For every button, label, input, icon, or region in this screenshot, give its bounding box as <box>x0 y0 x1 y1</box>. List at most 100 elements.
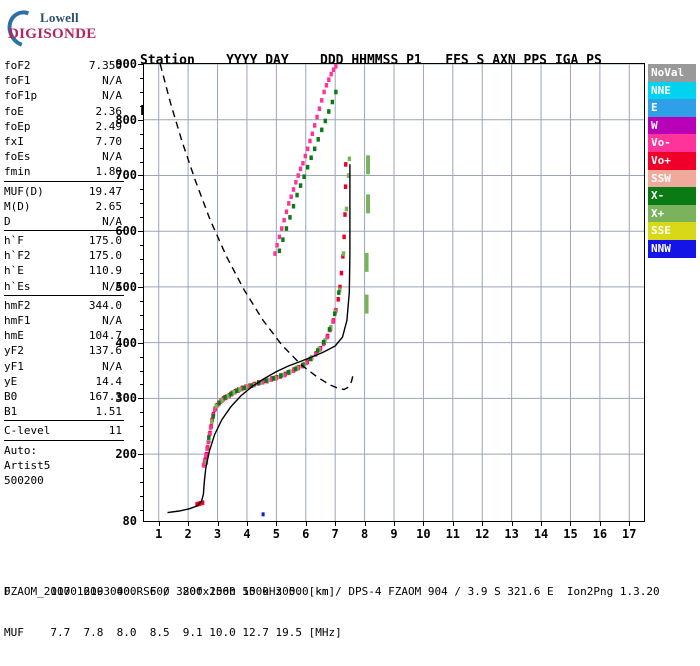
param-value: N/A <box>102 359 122 373</box>
echo-point <box>271 376 276 381</box>
x-axis-tick-16 <box>599 521 601 526</box>
x-axis-tick-label-8: 8 <box>360 527 369 541</box>
y-axis-tick-label-200: 200 <box>115 447 137 462</box>
echo-point <box>207 431 212 437</box>
param-key: B0 <box>4 389 18 403</box>
echo-point <box>337 287 342 293</box>
y-axis-tick-800 <box>138 119 144 121</box>
y-axis-tick-label-300: 300 <box>115 391 137 406</box>
echo-point <box>347 156 352 162</box>
param-key: D <box>4 214 11 228</box>
auto-scaling-line-0: Auto: <box>4 443 38 457</box>
y-axis-tick-600 <box>138 231 144 233</box>
echo-point <box>341 254 345 259</box>
echo-point <box>284 226 289 231</box>
param-key: fmin <box>4 165 31 179</box>
param-group-divider <box>4 420 124 422</box>
param-row-b0: B0 167.3 <box>4 389 124 404</box>
muf-distance-table: D 100 200 400 600 800 1000 1500 3000 [km… <box>4 558 342 666</box>
y-axis-tick-label-80: 80 <box>122 514 137 528</box>
y-axis-minor-tick <box>140 356 144 358</box>
legend-item-vo[interactable]: Vo- <box>648 134 696 152</box>
echo-point <box>312 146 317 152</box>
y-axis-minor-tick <box>140 328 144 330</box>
param-value: 104.7 <box>88 329 122 343</box>
echo-point <box>338 284 342 290</box>
echo-point <box>295 192 299 198</box>
marker-green-segment-1 <box>366 155 371 175</box>
param-value: 11 <box>108 424 122 438</box>
param-key: h`E <box>4 264 24 278</box>
echo-point <box>291 187 296 192</box>
param-key: foE <box>4 104 24 118</box>
param-value: 110.9 <box>88 264 122 278</box>
legend-item-noval[interactable]: NoVal <box>648 64 696 82</box>
x-axis-tick-label-4: 4 <box>243 527 251 541</box>
legend-item-nne[interactable]: NNE <box>648 81 696 100</box>
echo-point <box>337 290 341 295</box>
x-axis-tick-12 <box>482 521 484 526</box>
param-group-divider <box>4 439 124 441</box>
x-axis-tick-label-15: 15 <box>563 527 578 541</box>
param-key: foEp <box>4 119 31 133</box>
y-axis-tick-label-800: 800 <box>115 112 137 127</box>
param-key: yE <box>4 374 18 388</box>
echo-point <box>206 439 210 445</box>
echo-point <box>343 184 348 190</box>
legend-item-ssw[interactable]: SSW <box>648 169 696 188</box>
param-key: yF1 <box>4 359 24 373</box>
param-row-hes: h`Es N/A <box>4 279 124 294</box>
y-axis-minor-tick <box>140 147 144 149</box>
param-value: 7.356 <box>88 59 122 72</box>
param-key: foEs <box>4 150 31 164</box>
y-axis-tick-label-600: 600 <box>115 224 137 239</box>
param-key: B1 <box>4 405 18 419</box>
param-value: N/A <box>102 279 122 293</box>
x-axis-tick-8 <box>364 521 366 526</box>
param-row-b1: B1 1.51 <box>4 404 124 419</box>
y-axis-tick-300 <box>138 398 144 400</box>
param-group-divider <box>4 230 124 232</box>
param-key: h`F <box>4 234 24 248</box>
legend-item-vo[interactable]: Vo+ <box>648 151 696 170</box>
param-value: N/A <box>102 150 122 164</box>
x-axis-tick-7 <box>335 521 337 526</box>
param-key: hmF1 <box>4 314 31 327</box>
x-axis-tick-label-11: 11 <box>445 527 461 541</box>
echo-point <box>286 369 290 375</box>
curve-MUF-curve <box>159 64 355 391</box>
echo-point <box>339 270 344 276</box>
x-axis-tick-6 <box>305 521 307 526</box>
param-row-foe: foE 2.36 <box>4 104 124 119</box>
muf-values-row: MUF 7.7 7.8 8.0 8.5 9.1 10.0 12.7 19.5 [… <box>4 625 342 639</box>
echo-point <box>305 360 309 366</box>
auto-scaling-line-2: 500200 <box>4 473 44 487</box>
echo-point <box>325 334 329 340</box>
y-axis-minor-tick <box>140 161 144 163</box>
echo-point <box>232 390 236 395</box>
y-axis-tick-900 <box>138 64 144 65</box>
legend-item-x[interactable]: X- <box>648 187 696 205</box>
x-axis-tick-1 <box>158 521 160 526</box>
param-key: h`Es <box>4 279 31 293</box>
echo-point <box>212 407 217 412</box>
legend-item-x[interactable]: X+ <box>648 204 696 223</box>
param-value: 14.4 <box>95 374 123 388</box>
echo-point <box>247 384 252 390</box>
legend-item-nnw[interactable]: NNW <box>648 239 696 258</box>
y-axis-minor-tick <box>140 133 144 135</box>
y-axis-tick-label-500: 500 <box>115 279 137 294</box>
legend-item-sse[interactable]: SSE <box>648 222 696 240</box>
legend-item-w[interactable]: W <box>648 116 696 135</box>
param-key: h`F2 <box>4 249 31 263</box>
legend-item-e[interactable]: E <box>648 99 696 117</box>
param-row-ye: yE 14.4 <box>4 374 124 389</box>
ionogram-plot[interactable] <box>143 63 645 522</box>
echo-point <box>320 127 324 133</box>
echo-point <box>341 251 346 256</box>
x-axis-tick-label-13: 13 <box>504 527 519 541</box>
param-value: N/A <box>102 214 122 228</box>
param-value: 1.80 <box>95 165 123 179</box>
param-row-yf1: yF1 N/A <box>4 359 124 374</box>
y-axis-tick-label-900: 900 <box>115 57 137 71</box>
